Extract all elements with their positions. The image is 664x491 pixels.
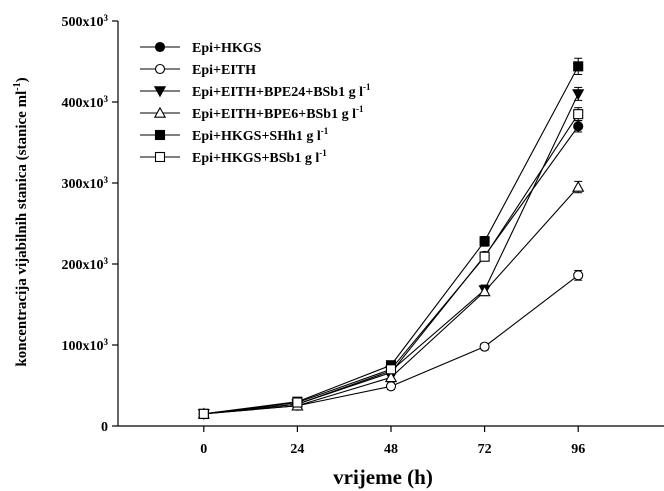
legend-marker bbox=[154, 63, 166, 75]
data-point bbox=[292, 397, 303, 408]
series-line bbox=[203, 274, 579, 415]
legend-item: Epi+HKGS+BSb1 g l-1 bbox=[140, 148, 327, 166]
data-point bbox=[572, 180, 585, 192]
y-tick-label: 300x103 bbox=[62, 175, 109, 192]
legend-label-superscript: -1 bbox=[321, 126, 329, 136]
series-2 bbox=[198, 269, 584, 419]
x-axis-label: vrijeme (h) bbox=[333, 465, 433, 489]
data-point bbox=[198, 408, 209, 419]
legend-label-text: Epi+HKGS+BSb1 g l bbox=[192, 151, 319, 166]
legend-label: Epi+EITH bbox=[192, 63, 256, 78]
legend-label-text: Epi+EITH+BPE24+BSb1 g l bbox=[192, 85, 363, 100]
legend-marker bbox=[154, 151, 166, 163]
y-tick-label: 100x103 bbox=[62, 337, 109, 354]
legend-marker bbox=[153, 86, 167, 98]
legend-marker bbox=[153, 106, 167, 118]
data-point bbox=[385, 364, 397, 375]
legend-marker bbox=[154, 41, 166, 53]
data-point bbox=[573, 61, 584, 72]
data-point bbox=[573, 270, 584, 281]
legend-item: Epi+HKGS bbox=[140, 41, 262, 56]
axes: 0 100x103 200x103 300x103 400x103 500x103 0 24 4… bbox=[62, 13, 664, 457]
series-6 bbox=[198, 107, 584, 419]
legend-item: Epi+EITH bbox=[140, 63, 256, 78]
legend-label: Epi+HKGS+SHh1 g l-1 bbox=[192, 126, 329, 144]
data-point bbox=[573, 121, 584, 132]
legend-label-superscript: -1 bbox=[319, 148, 327, 158]
legend-label: Epi+EITH+BPE24+BSb1 g l-1 bbox=[192, 82, 371, 100]
x-tick-label: 48 bbox=[384, 442, 398, 457]
x-tick-label: 0 bbox=[200, 442, 207, 457]
legend-label-text: Epi+HKGS+SHh1 g l bbox=[192, 129, 321, 144]
legend-label-text: Epi+EITH+BPE6+BSb1 g l bbox=[192, 107, 356, 122]
data-point bbox=[479, 251, 490, 262]
data-point bbox=[479, 236, 490, 247]
legend-item: Epi+HKGS+SHh1 g l-1 bbox=[140, 126, 329, 144]
legend-item: Epi+EITH+BPE24+BSb1 g l-1 bbox=[140, 82, 371, 100]
x-tick-label: 72 bbox=[478, 442, 492, 457]
y-tick-label: 400x103 bbox=[62, 94, 109, 111]
data-point bbox=[384, 371, 398, 383]
legend-label-superscript: -1 bbox=[356, 104, 364, 114]
legend-label: Epi+HKGS+BSb1 g l-1 bbox=[192, 148, 327, 166]
x-tick-label: 96 bbox=[571, 442, 585, 457]
y-tick-label: 500x103 bbox=[62, 13, 109, 30]
y-axis-label: koncentracija vijabilnih stanica (stanic… bbox=[12, 77, 30, 366]
y-tick-label: 0 bbox=[101, 420, 108, 435]
legend-marker bbox=[154, 129, 166, 141]
data-point bbox=[572, 89, 585, 101]
data-point bbox=[479, 341, 490, 352]
x-tick-label: 24 bbox=[290, 442, 304, 457]
series-group bbox=[197, 57, 585, 421]
data-point bbox=[478, 285, 491, 297]
legend-label: Epi+EITH+BPE6+BSb1 g l-1 bbox=[192, 104, 364, 122]
legend-item: Epi+EITH+BPE6+BSb1 g l-1 bbox=[140, 104, 364, 122]
y-tick-label: 200x103 bbox=[62, 256, 109, 273]
data-point bbox=[385, 381, 397, 392]
legend-label-superscript: -1 bbox=[363, 82, 371, 92]
legend-label: Epi+HKGS bbox=[192, 41, 262, 56]
data-point bbox=[573, 109, 584, 120]
